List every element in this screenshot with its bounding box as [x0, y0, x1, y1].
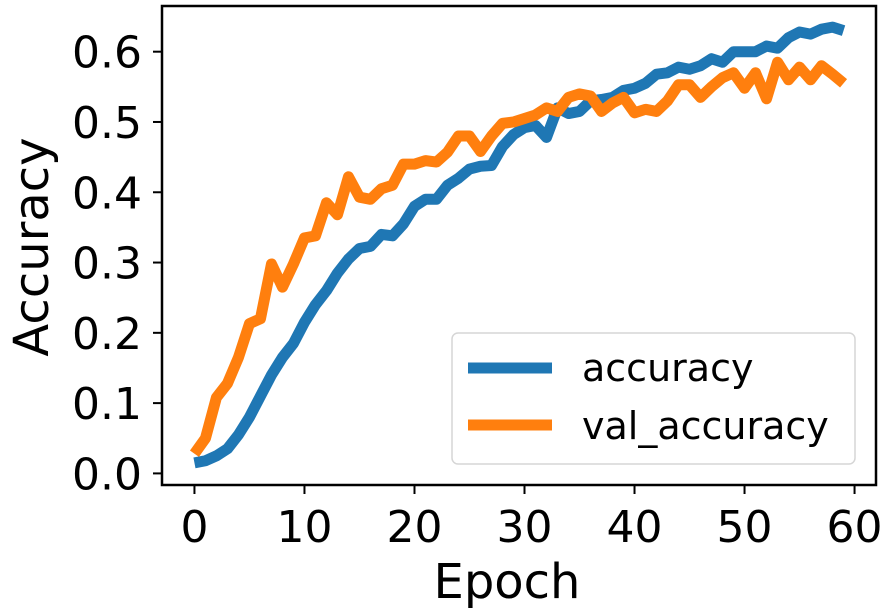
y-tick-label: 0.4 [72, 168, 142, 219]
y-axis: 0.0 0.1 0.2 0.3 0.4 0.5 0.6 [72, 28, 162, 500]
y-tick-label: 0.6 [72, 28, 142, 79]
y-tick-label: 0.5 [72, 98, 142, 149]
x-tick-label: 30 [497, 502, 553, 553]
y-tick-label: 0.0 [72, 449, 142, 500]
legend-label-accuracy: accuracy [582, 346, 753, 390]
x-tick-label: 60 [827, 502, 883, 553]
legend-box [451, 332, 856, 465]
plot-frame [160, 4, 878, 487]
y-tick-label: 0.3 [72, 239, 142, 290]
x-tick-label: 50 [717, 502, 773, 553]
x-tick-label: 20 [386, 502, 442, 553]
legend-label-val-accuracy: val_accuracy [582, 404, 829, 448]
y-tick-label: 0.2 [72, 309, 142, 360]
x-tick-label: 0 [180, 502, 208, 553]
plot-area [189, 21, 848, 469]
x-axis-title: Epoch [434, 554, 581, 610]
x-axis: 0 10 20 30 40 50 60 [180, 485, 883, 553]
series-line-accuracy [193, 21, 846, 469]
x-tick-label: 40 [607, 502, 663, 553]
series-line-val-accuracy [189, 56, 848, 457]
y-axis-title: Accuracy [4, 137, 60, 356]
x-tick-label: 10 [276, 502, 332, 553]
y-tick-label: 0.1 [72, 379, 142, 430]
legend: accuracy val_accuracy [451, 332, 856, 465]
